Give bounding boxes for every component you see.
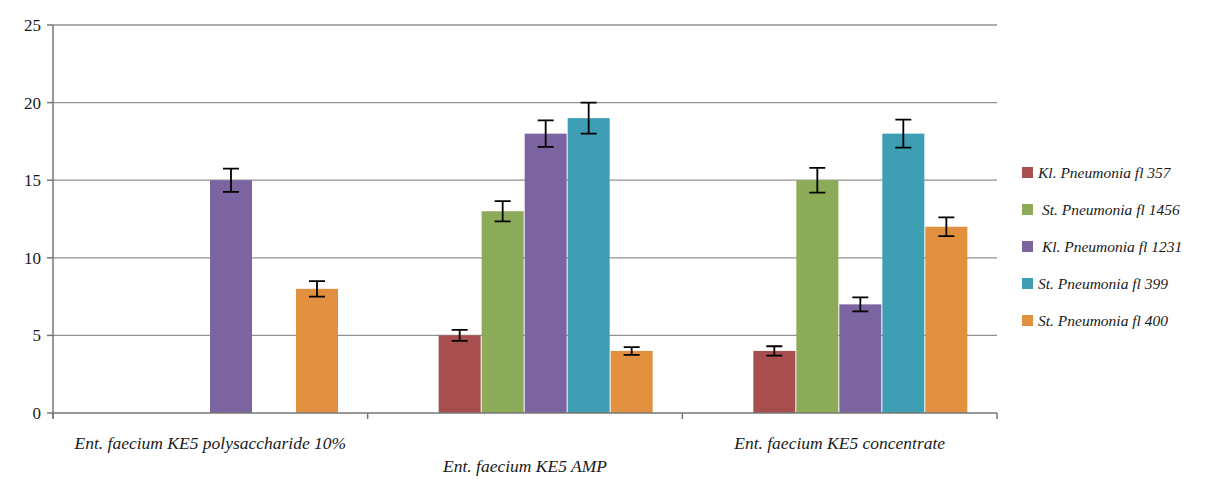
y-tick-label: 0	[33, 404, 42, 423]
legend-item: Kl. Pneumonia fl 1231	[1022, 235, 1182, 258]
legend-swatch-icon	[1022, 241, 1033, 252]
bar-series2-cat3	[796, 180, 838, 413]
legend-label: St. Pneumonia fl 399	[1038, 276, 1168, 292]
legend-swatch-icon	[1022, 278, 1033, 289]
legend-label: Kl. Pneumonia fl 1231	[1038, 239, 1182, 255]
legend-swatch-icon	[1022, 315, 1033, 326]
bar-series2-cat2	[482, 211, 524, 413]
bar-series3-cat3	[839, 304, 881, 413]
bar-series3-cat1	[210, 180, 252, 413]
bar-series1-cat3	[753, 351, 795, 413]
chart-canvas: 0 5 10 15 20 25 Ent. faecium KE5 polysaccharid…	[0, 0, 1228, 482]
bar-series4-cat2	[568, 118, 610, 413]
bar-series4-cat3	[882, 134, 924, 413]
legend-item: St. Pneumonia fl 1456	[1022, 198, 1182, 221]
y-tick-label: 10	[24, 249, 41, 268]
legend-swatch-icon	[1022, 167, 1033, 178]
legend-item: Kl. Pneumonia fl 357	[1022, 161, 1182, 184]
bar-series5-cat2	[611, 351, 653, 413]
bar-series3-cat2	[525, 134, 567, 413]
y-tick-label: 15	[24, 171, 41, 190]
y-tick-label: 5	[33, 326, 42, 345]
bar-series5-cat3	[925, 227, 967, 413]
y-tick-label: 25	[24, 16, 41, 35]
category-label: Ent. faecium KE5 AMP	[442, 456, 607, 476]
legend-label: St. Pneumonia fl 1456	[1038, 202, 1180, 218]
y-tick-label: 20	[24, 94, 41, 113]
legend-item: St. Pneumonia fl 400	[1022, 309, 1182, 332]
legend: Kl. Pneumonia fl 357 St. Pneumonia fl 14…	[1022, 161, 1182, 346]
legend-label: St. Pneumonia fl 400	[1038, 313, 1168, 329]
bar-series1-cat2	[439, 335, 481, 413]
bar-series5-cat1	[296, 289, 338, 413]
bar-chart-plot: 0 5 10 15 20 25 Ent. faecium KE5 polysaccharid…	[0, 0, 1010, 482]
legend-item: St. Pneumonia fl 399	[1022, 272, 1182, 295]
legend-label: Kl. Pneumonia fl 357	[1038, 165, 1171, 181]
category-label: Ent. faecium KE5 polysaccharide 10%	[73, 433, 346, 453]
legend-swatch-icon	[1022, 204, 1033, 215]
category-label: Ent. faecium KE5 concentrate	[733, 433, 945, 453]
